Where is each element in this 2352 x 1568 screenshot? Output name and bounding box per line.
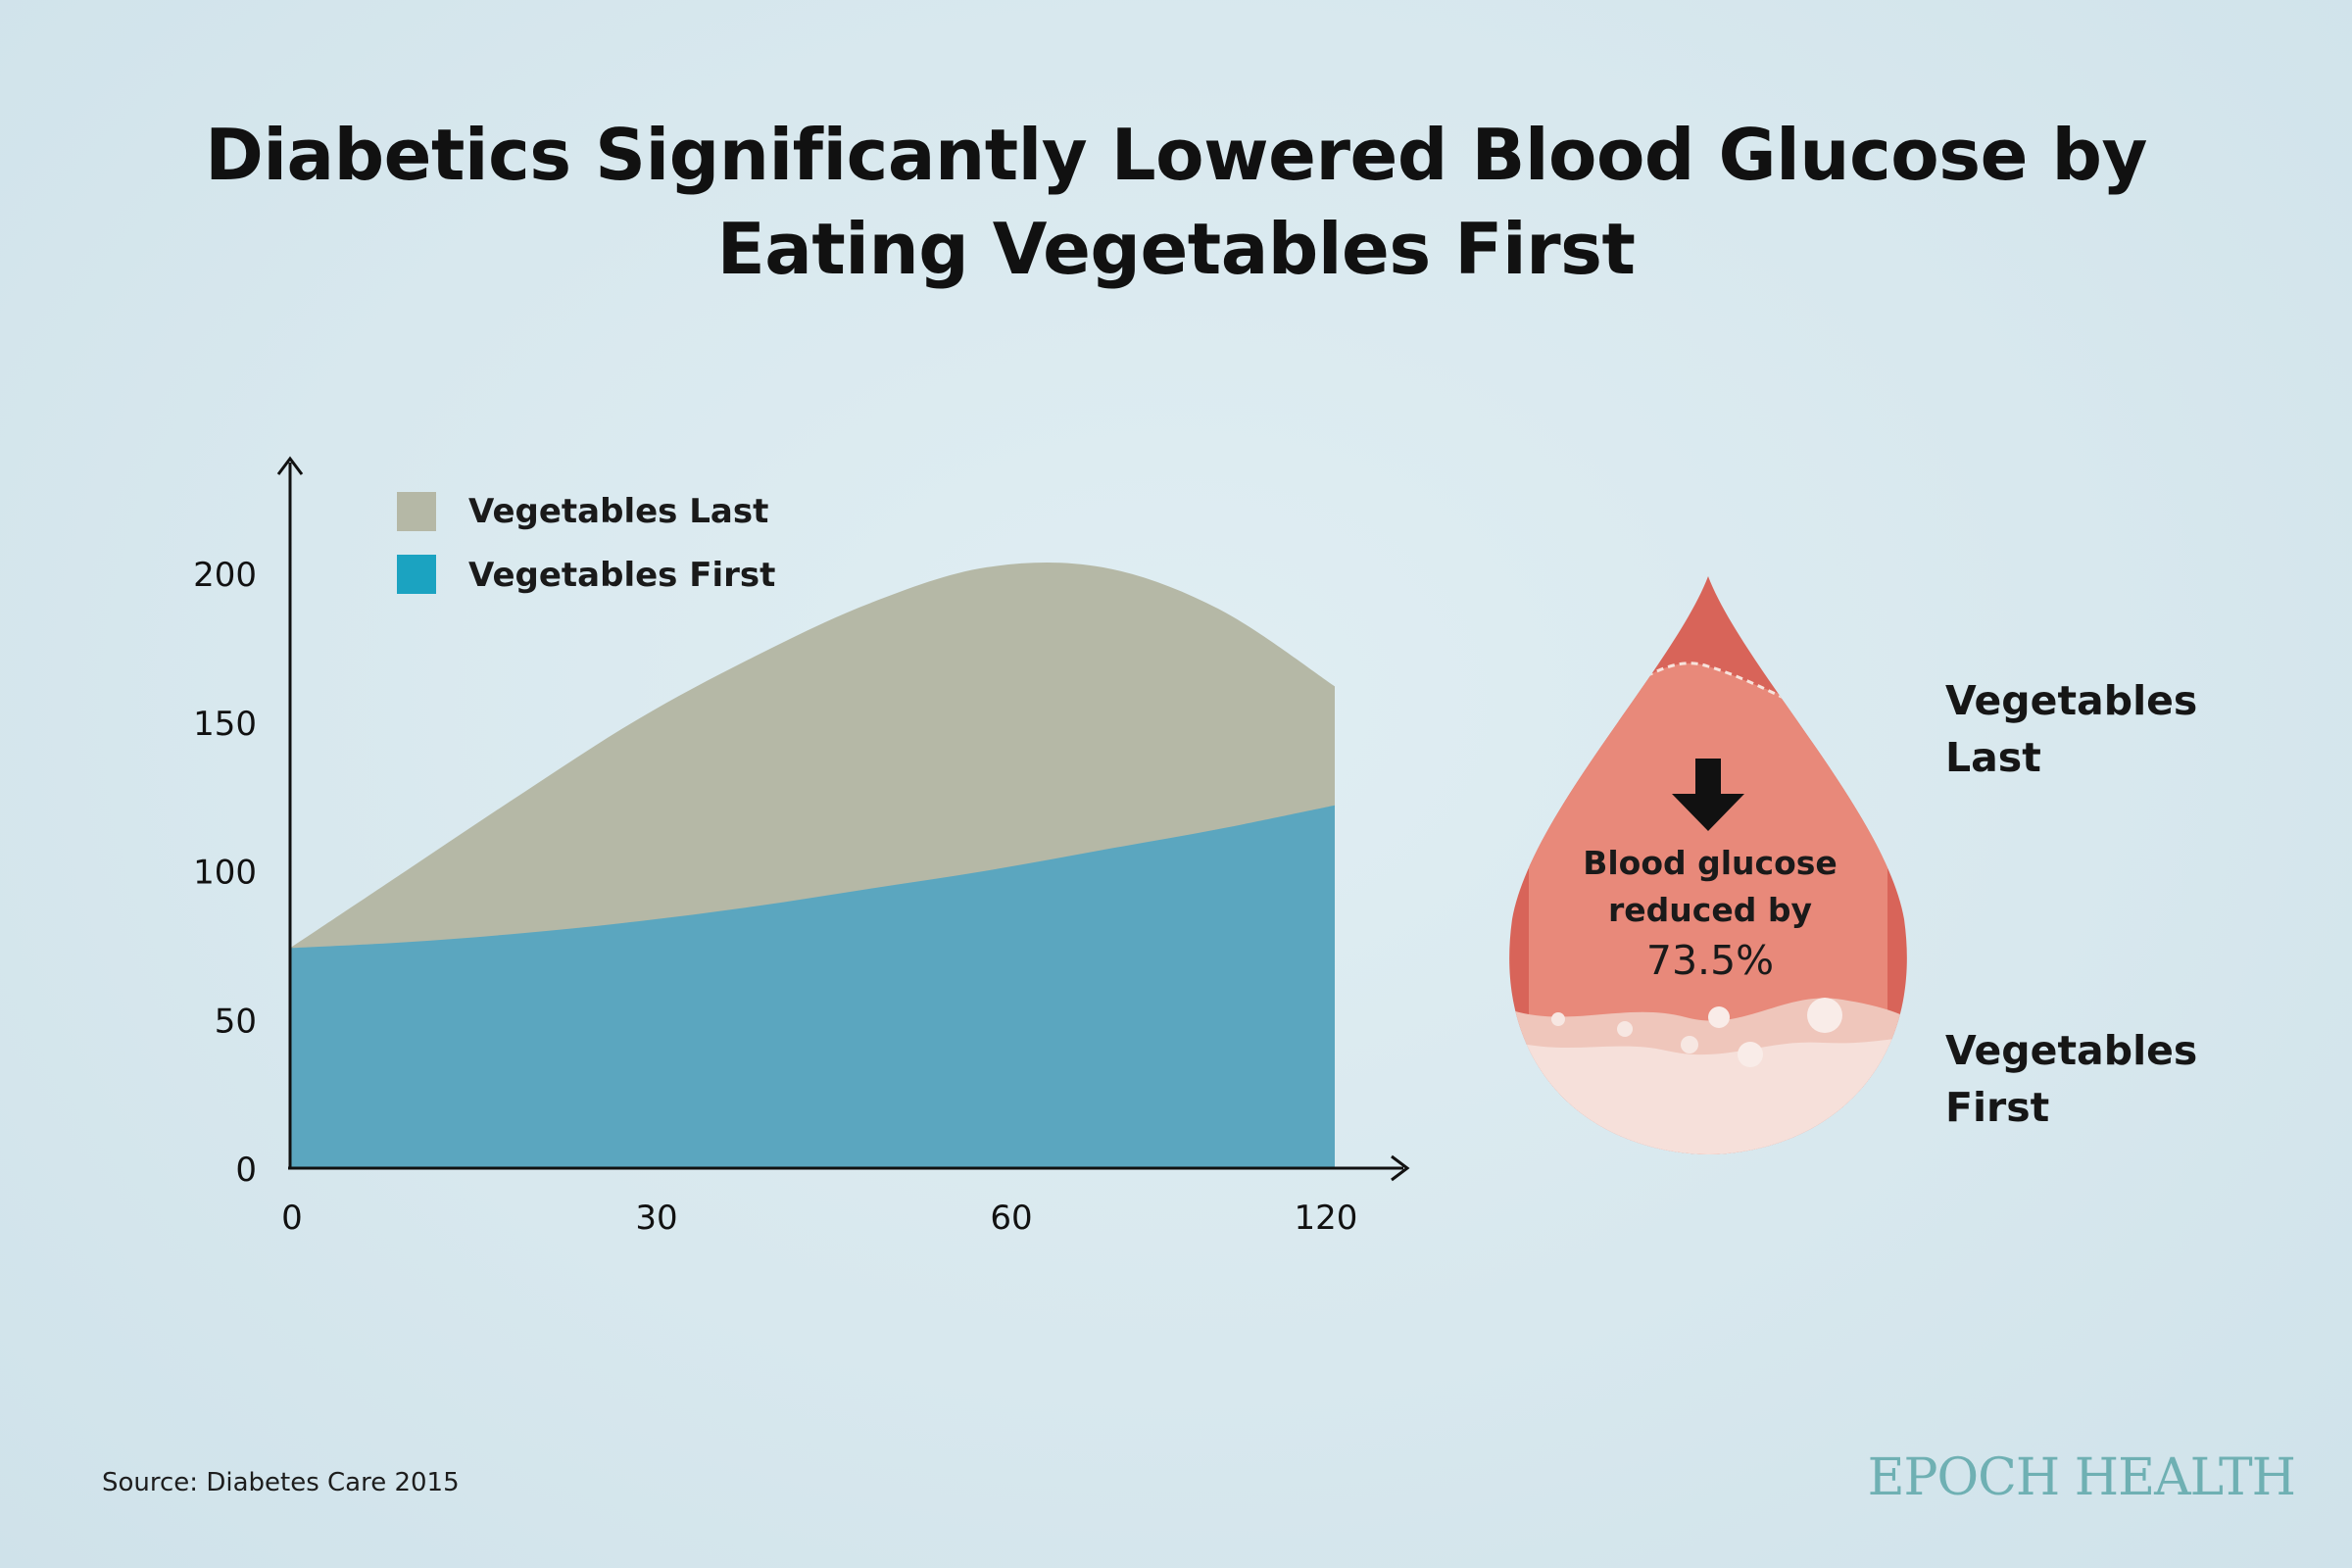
y-tick-label: 100 [193,854,257,893]
legend: Vegetables Last Vegetables First [397,492,775,595]
title-line-1: Diabetics Significantly Lowered Blood Gl… [205,114,2147,196]
bubble [1681,1036,1698,1054]
drop-label-first-line-1: Vegetables [1945,1027,2198,1074]
drop-value: 73.5% [1646,937,1774,984]
x-axis-arrow-icon [1391,1154,1410,1182]
bubble [1617,1021,1633,1037]
drop-label-last-line-2: Last [1945,734,2041,781]
blood-drop: Blood glucose reduced by 73.5% [1509,576,1907,1154]
drop-label-vegetables-first: Vegetables First [1945,1022,2197,1136]
page-title: Diabetics Significantly Lowered Blood Gl… [0,108,2352,296]
axes [276,456,1410,1182]
bubble [1807,998,1842,1033]
area-series-group [290,562,1335,1168]
x-tick-label: 30 [635,1199,677,1238]
area-vegetables-first [290,805,1335,1168]
y-tick-label: 0 [235,1151,257,1190]
x-tick-label: 60 [990,1199,1032,1238]
bubble [1738,1042,1763,1067]
x-tick-label: 120 [1295,1199,1358,1238]
drop-text-line-2: reduced by [1608,891,1812,929]
blood-drop-high-level-line [1645,662,1785,700]
bubble [1708,1006,1730,1028]
drop-label-last-line-1: Vegetables [1945,677,2198,724]
x-tick-label: 0 [281,1199,303,1238]
source-note: Source: Diabetes Care 2015 [102,1468,460,1497]
legend-swatch-vegetables-last [397,492,436,531]
x-tick-labels: 0 30 60 120 [281,1199,1357,1238]
blood-drop-low-wave-front [1509,1037,1907,1154]
y-tick-label: 200 [193,556,257,595]
down-arrow-icon [1672,759,1744,831]
y-tick-labels: 0 50 100 150 200 [193,556,257,1190]
brand-logo: EPOCH HEALTH [1867,1448,2296,1507]
drop-label-vegetables-last: Vegetables Last [1945,672,2197,786]
y-tick-label: 50 [215,1002,257,1041]
y-tick-label: 150 [193,705,257,744]
legend-label-vegetables-first: Vegetables First [468,556,775,595]
drop-text-line-1: Blood glucose [1583,844,1838,882]
legend-swatch-vegetables-first [397,555,436,594]
drop-label-first-line-2: First [1945,1084,2050,1131]
legend-label-vegetables-last: Vegetables Last [468,492,768,531]
y-axis-arrow-icon [276,456,304,475]
bubble [1551,1012,1565,1026]
title-line-2: Eating Vegetables First [716,208,1636,290]
